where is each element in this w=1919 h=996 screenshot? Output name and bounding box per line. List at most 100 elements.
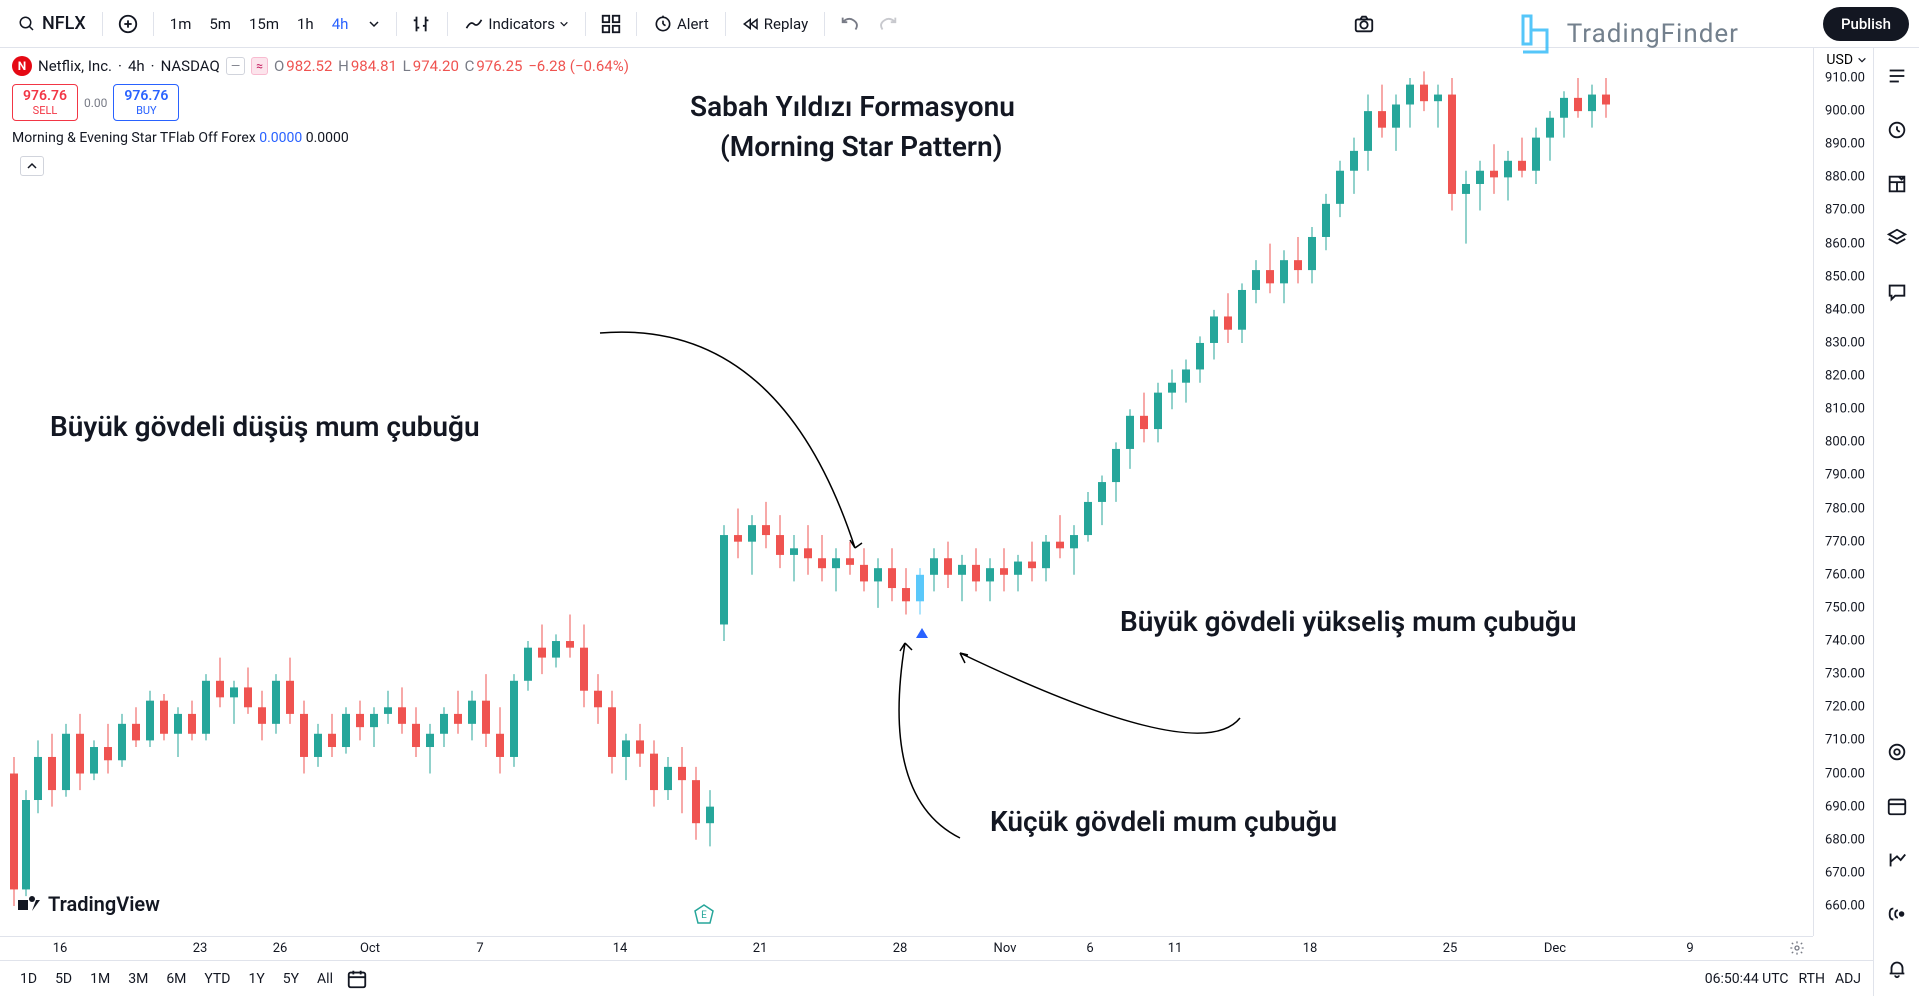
timeframe-5m[interactable]: 5m	[201, 9, 239, 39]
rth-toggle[interactable]: RTH	[1799, 971, 1825, 987]
range-5Y[interactable]: 5Y	[275, 966, 307, 992]
alert-button[interactable]: Alert	[645, 8, 717, 40]
timeframe-15m[interactable]: 15m	[241, 9, 287, 39]
range-6M[interactable]: 6M	[158, 966, 194, 992]
price-label: 890.00	[1825, 137, 1865, 152]
separator	[824, 12, 825, 36]
price-label: 880.00	[1825, 170, 1865, 185]
adj-toggle[interactable]: ADJ	[1835, 971, 1861, 987]
snapshot-button[interactable]	[1347, 7, 1381, 41]
price-label: 660.00	[1825, 899, 1865, 914]
chart-area[interactable]	[0, 48, 1813, 936]
calendar-rail-button[interactable]	[1879, 788, 1915, 824]
search-icon	[18, 15, 36, 33]
range-1M[interactable]: 1M	[82, 966, 118, 992]
annotation-bullish: Büyük gövdeli yükseliş mum çubuğu	[1120, 605, 1577, 638]
timeframe-1m[interactable]: 1m	[162, 9, 200, 39]
range-5D[interactable]: 5D	[47, 966, 80, 992]
time-label: 16	[53, 941, 68, 956]
range-YTD[interactable]: YTD	[196, 966, 238, 992]
separator	[725, 12, 726, 36]
price-label: 740.00	[1825, 634, 1865, 649]
price-label: 670.00	[1825, 865, 1865, 880]
price-axis[interactable]: USD 910.00900.00890.00880.00870.00860.00…	[1813, 48, 1873, 936]
time-label: 6	[1086, 941, 1093, 956]
axis-settings-button[interactable]	[1789, 940, 1805, 960]
price-label: 910.00	[1825, 71, 1865, 86]
chevron-down-icon	[368, 18, 380, 30]
timeframe-dropdown[interactable]	[360, 12, 388, 36]
time-label: Nov	[994, 941, 1017, 956]
range-1Y[interactable]: 1Y	[240, 966, 272, 992]
separator	[585, 12, 586, 36]
alert-icon	[653, 14, 673, 34]
layers-button[interactable]	[1879, 220, 1915, 256]
range-3M[interactable]: 3M	[120, 966, 156, 992]
timeframe-4h[interactable]: 4h	[324, 9, 357, 39]
price-label: 700.00	[1825, 766, 1865, 781]
templates-button[interactable]	[594, 7, 628, 41]
indicators-button[interactable]: Indicators	[456, 8, 577, 40]
separator	[153, 12, 154, 36]
triangle-marker	[916, 628, 928, 638]
separator	[447, 12, 448, 36]
chart-type-button[interactable]	[405, 7, 439, 41]
time-label: 26	[273, 941, 288, 956]
price-label: 840.00	[1825, 302, 1865, 317]
watchlist-button[interactable]	[1879, 58, 1915, 94]
time-axis[interactable]: 162326Oct7142128Nov6111825Dec9	[0, 936, 1813, 960]
chat-button[interactable]	[1879, 274, 1915, 310]
price-label: 900.00	[1825, 104, 1865, 119]
price-label: 790.00	[1825, 468, 1865, 483]
notifications-button[interactable]	[1879, 950, 1915, 986]
price-label: 850.00	[1825, 269, 1865, 284]
calendar-button[interactable]	[343, 965, 371, 993]
symbol-text: NFLX	[42, 13, 86, 34]
title-annotation-1: Sabah Yıldızı Formasyonu	[690, 90, 1015, 123]
time-label: 28	[893, 941, 908, 956]
range-1D[interactable]: 1D	[12, 966, 45, 992]
add-button[interactable]	[111, 7, 145, 41]
replay-icon	[742, 15, 760, 33]
price-label: 780.00	[1825, 501, 1865, 516]
bottom-toolbar: 1D5D1M3M6MYTD1Y5YAll 06:50:44 UTC RTH AD…	[0, 960, 1873, 996]
hotlist-button[interactable]	[1879, 166, 1915, 202]
symbol-search[interactable]: NFLX	[10, 9, 94, 38]
time-label: 18	[1303, 941, 1318, 956]
time-label: 9	[1686, 941, 1693, 956]
gear-icon	[1789, 940, 1805, 956]
price-label: 760.00	[1825, 567, 1865, 582]
price-label: 810.00	[1825, 402, 1865, 417]
indicators-icon	[464, 14, 484, 34]
chevron-down-icon	[1857, 55, 1867, 65]
target-button[interactable]	[1879, 734, 1915, 770]
clock-time: 06:50:44 UTC	[1705, 971, 1789, 987]
time-label: 11	[1168, 941, 1183, 956]
time-label: Oct	[360, 941, 380, 956]
title-annotation-2: (Morning Star Pattern)	[720, 130, 1002, 163]
price-label: 710.00	[1825, 733, 1865, 748]
time-label: 23	[193, 941, 208, 956]
alerts-panel-button[interactable]	[1879, 112, 1915, 148]
chevron-down-icon	[559, 19, 569, 29]
event-marker[interactable]: E	[694, 904, 714, 924]
price-label: 750.00	[1825, 600, 1865, 615]
publish-button[interactable]: Publish	[1823, 7, 1909, 41]
range-All[interactable]: All	[309, 966, 341, 992]
redo-button[interactable]	[871, 7, 905, 41]
time-label: 25	[1443, 941, 1458, 956]
timeframe-1h[interactable]: 1h	[289, 9, 322, 39]
stream-button[interactable]	[1879, 896, 1915, 932]
separator	[102, 12, 103, 36]
price-label: 820.00	[1825, 369, 1865, 384]
price-label: 720.00	[1825, 700, 1865, 715]
undo-button[interactable]	[833, 7, 867, 41]
replay-button[interactable]: Replay	[734, 9, 816, 39]
currency-select[interactable]: USD	[1826, 52, 1867, 68]
compare-button[interactable]	[1879, 842, 1915, 878]
price-label: 870.00	[1825, 203, 1865, 218]
price-label: 690.00	[1825, 799, 1865, 814]
timeframe-group: 1m5m15m1h4h	[162, 9, 357, 39]
time-label: 14	[613, 941, 628, 956]
price-label: 800.00	[1825, 435, 1865, 450]
